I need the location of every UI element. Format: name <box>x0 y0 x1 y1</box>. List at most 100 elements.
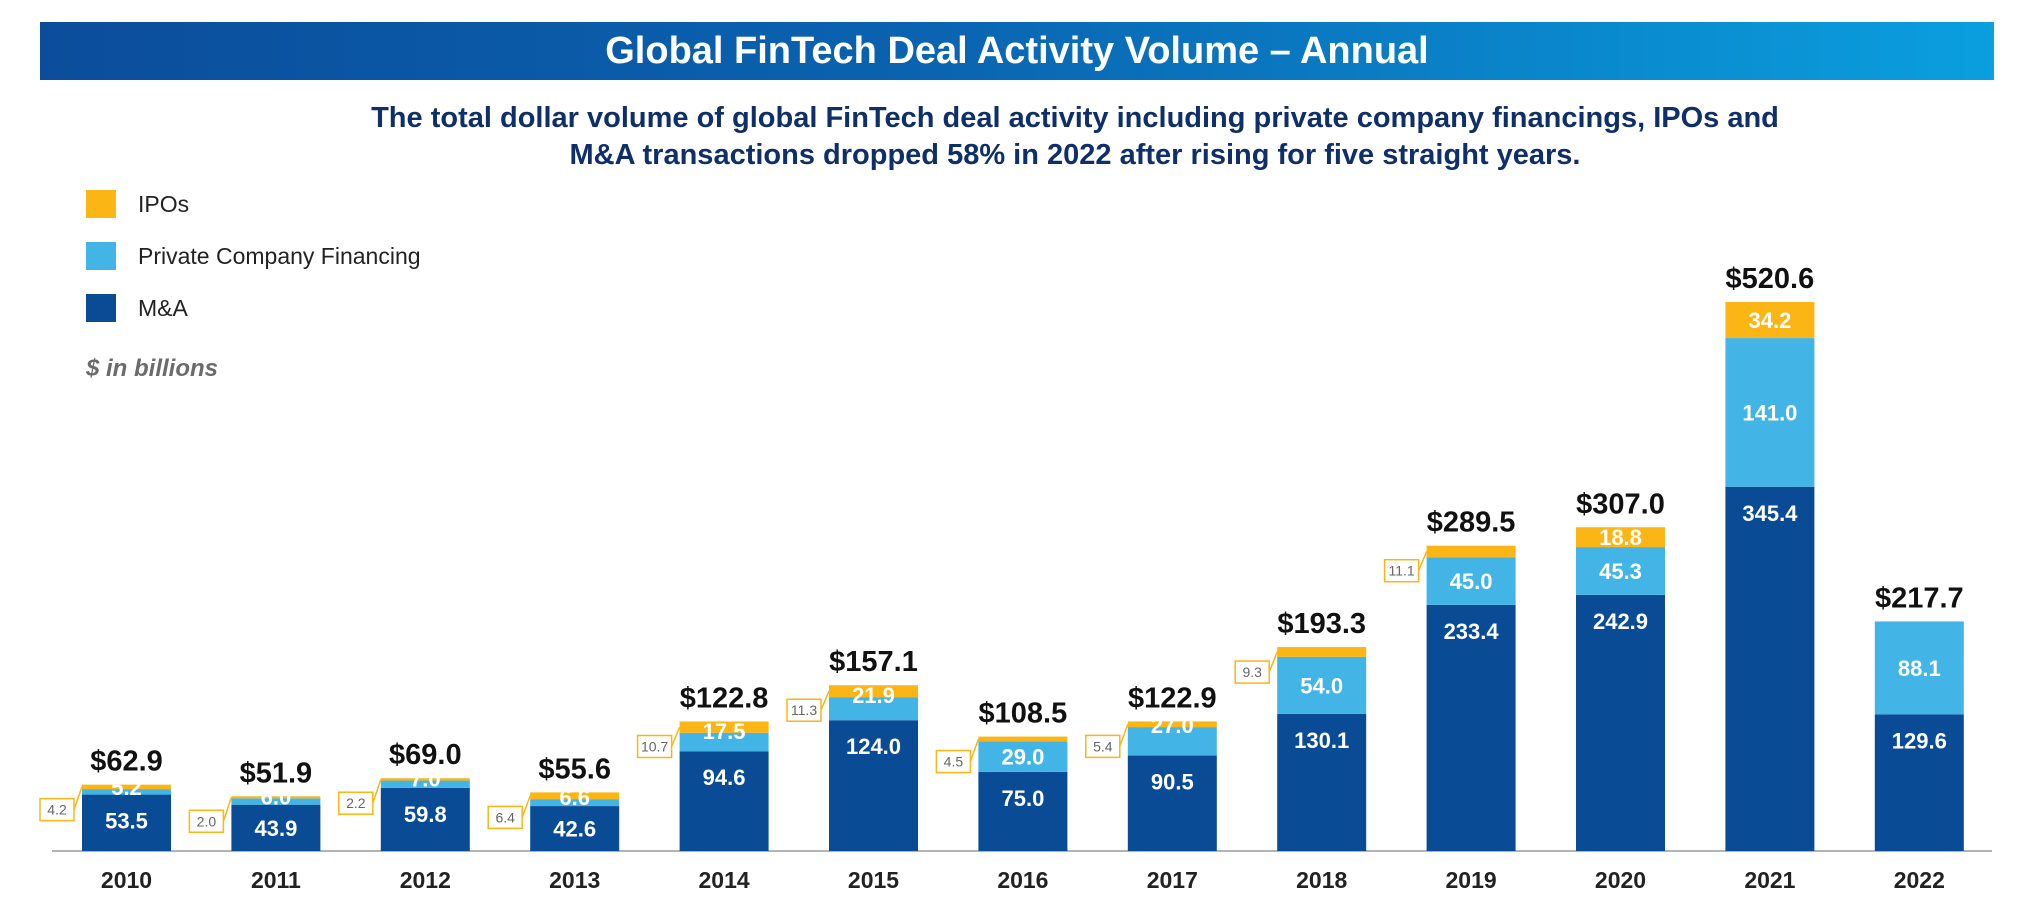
total-label: $217.7 <box>1875 582 1964 614</box>
x-tick-label: 2016 <box>997 867 1048 893</box>
bar-ipos <box>829 685 918 698</box>
x-tick-label: 2021 <box>1744 867 1795 893</box>
bar-private-financing <box>1725 338 1815 487</box>
bar-private-financing <box>1277 656 1367 714</box>
total-label: $289.5 <box>1427 507 1516 539</box>
bar-ipos <box>978 736 1068 742</box>
bar-ipos <box>679 721 769 733</box>
ipo-callout-leader <box>73 786 83 810</box>
data-label-private-financing: 88.1 <box>1898 656 1941 681</box>
legend-label-ma: M&A <box>138 294 188 321</box>
bar-private-financing <box>1426 557 1516 605</box>
data-label-ipos: 11.3 <box>791 702 817 718</box>
x-tick-label: 2013 <box>549 867 600 893</box>
data-label-private-financing: 141.0 <box>1742 400 1797 425</box>
bar-ma <box>978 771 1068 851</box>
data-label-private-financing: 29.0 <box>1001 745 1044 770</box>
x-tick-label: 2012 <box>400 867 451 893</box>
bar-private-financing <box>231 798 321 805</box>
x-tick-label: 2014 <box>699 867 750 893</box>
ipo-callout-box <box>39 797 75 822</box>
bar-ipos <box>231 796 321 799</box>
data-label-ipos: 11.1 <box>1388 563 1414 579</box>
legend: IPOs Private Company Financing M&A <box>86 190 421 346</box>
total-label: $51.9 <box>240 757 313 789</box>
x-tick-label: 2011 <box>251 867 301 893</box>
x-tick-label: 2022 <box>1894 867 1945 893</box>
chart-title: Global FinTech Deal Activity Volume – An… <box>605 29 1429 72</box>
ipo-callout-leader <box>670 726 681 747</box>
bar-private-financing <box>82 789 171 795</box>
bar-ma <box>829 720 918 851</box>
chart-subtitle: The total dollar volume of global FinTec… <box>260 100 1890 174</box>
bar-ipos <box>82 784 171 790</box>
total-label: $193.3 <box>1277 608 1366 640</box>
ipo-callout-leader <box>372 779 382 804</box>
subtitle-line-1: The total dollar volume of global FinTec… <box>371 102 1779 134</box>
legend-swatch-ipos <box>86 190 116 218</box>
x-tick-label: 2017 <box>1147 867 1198 893</box>
title-banner: Global FinTech Deal Activity Volume – An… <box>40 22 1994 80</box>
bar-private-financing <box>1576 547 1665 595</box>
x-tick-label: 2018 <box>1296 867 1347 893</box>
total-label: $122.8 <box>680 683 769 715</box>
data-label-ma: 53.5 <box>105 809 148 834</box>
bar-ma <box>1127 755 1217 851</box>
data-label-ma: 124.0 <box>846 734 901 759</box>
subtitle-line-2: M&A transactions dropped 58% in 2022 aft… <box>569 139 1581 171</box>
bar-ipos <box>1725 302 1815 339</box>
legend-label-ipos: IPOs <box>138 190 190 217</box>
bar-private-financing <box>978 741 1068 772</box>
legend-label-private-financing: Private Company Financing <box>138 242 421 269</box>
data-label-ma: 43.9 <box>254 816 297 841</box>
data-label-ipos: 2.2 <box>346 795 366 811</box>
ipo-callout-leader <box>222 797 233 822</box>
legend-item-private-financing: Private Company Financing <box>86 242 421 270</box>
ipo-callout-box <box>1234 660 1270 684</box>
bar-private-financing <box>530 799 620 807</box>
ipo-callout-leader <box>1268 651 1278 673</box>
bar-ma <box>1277 713 1367 851</box>
total-label: $520.6 <box>1726 263 1815 295</box>
units-note: $ in billions <box>86 355 219 382</box>
bar-ipos <box>530 792 620 800</box>
bar-private-financing <box>679 732 769 752</box>
total-label: $108.5 <box>979 698 1068 730</box>
data-label-private-financing: 21.9 <box>852 683 895 708</box>
data-label-private-financing: 45.3 <box>1599 559 1642 584</box>
data-label-ma: 233.4 <box>1444 619 1500 644</box>
ipo-callout-box <box>188 809 225 834</box>
data-label-ipos: 2.0 <box>197 813 217 829</box>
data-label-private-financing: 7.0 <box>410 767 441 792</box>
data-label-private-financing: 17.5 <box>703 719 746 744</box>
ipo-callout-box <box>935 749 972 774</box>
data-label-ipos: 4.5 <box>944 754 964 770</box>
data-label-ipos: 6.4 <box>495 809 515 825</box>
data-label-ma: 42.6 <box>553 817 596 842</box>
bar-private-financing <box>829 697 918 721</box>
x-tick-label: 2015 <box>848 867 899 893</box>
data-label-ipos: 4.2 <box>47 802 67 818</box>
bar-ma <box>1576 594 1665 851</box>
bar-ma <box>530 806 620 851</box>
bar-ma <box>380 787 470 851</box>
legend-item-ipos: IPOs <box>86 190 421 218</box>
bar-private-financing <box>1874 621 1964 715</box>
bar-ipos <box>380 778 470 781</box>
total-label: $122.9 <box>1128 682 1217 714</box>
total-label: $157.1 <box>829 646 918 678</box>
data-label-ipos: 9.3 <box>1242 664 1262 680</box>
data-label-ipos: 18.8 <box>1599 525 1642 550</box>
data-label-ma: 94.6 <box>703 765 746 790</box>
data-label-private-financing: 6.6 <box>559 785 590 810</box>
x-tick-label: 2020 <box>1595 867 1646 893</box>
data-label-ma: 59.8 <box>404 802 447 827</box>
bar-ipos <box>1576 527 1665 548</box>
bar-ipos <box>1277 647 1367 657</box>
data-label-ma: 129.6 <box>1892 728 1947 753</box>
ipo-callout-box <box>1085 734 1121 759</box>
ipo-callout-box <box>1383 558 1420 583</box>
bar-private-financing <box>1127 727 1217 756</box>
data-label-private-financing: 54.0 <box>1300 673 1343 698</box>
